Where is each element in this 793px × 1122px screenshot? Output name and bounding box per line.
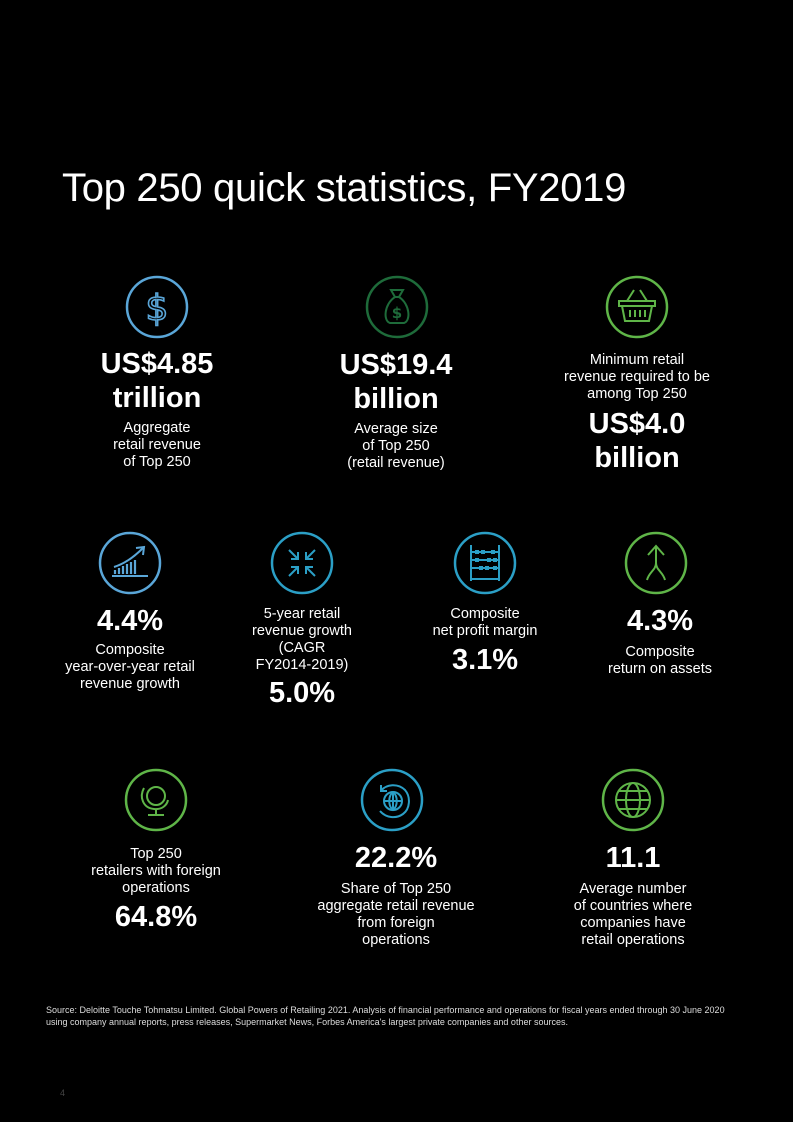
stat-label: Composite year-over-year retail revenue gr… [65, 642, 195, 692]
money-bag-icon: $ [364, 274, 430, 340]
stat-value: 22.2% [354, 842, 438, 874]
stat-aggregate-revenue: US$4.85 trillion Aggregate retail revenue o… [62, 347, 252, 471]
stat-cagr: 5-year retail revenue growth (CAGR FY2014-2… [217, 606, 387, 710]
stat-value: 4.3% [626, 605, 694, 637]
stat-label: 5-year retail revenue growth (CAGR FY2014-2… [252, 606, 352, 673]
shopping-basket-icon [604, 274, 670, 340]
stat-minimum-revenue: Minimum retail revenue required to be amon… [537, 352, 737, 475]
stat-foreign-operations: Top 250 retailers with foreign operations … [70, 846, 242, 934]
svg-text:$: $ [392, 304, 402, 322]
stat-value: 11.1 [605, 842, 661, 874]
stat-net-profit-margin: Composite net profit margin 3.1% [400, 606, 570, 677]
stat-label: Average size of Top 250 (retail revenue) [347, 421, 445, 471]
stat-label: Average number of countries where companie… [573, 881, 693, 948]
stat-label: Share of Top 250 aggregate retail revenue… [317, 881, 475, 948]
globe-rotate-icon [359, 767, 425, 833]
abacus-icon [452, 530, 518, 596]
stat-value: 5.0% [268, 677, 336, 709]
page-number: 4 [60, 1088, 66, 1098]
globe-icon [600, 767, 666, 833]
stat-value: US$4.85 trillion [100, 348, 214, 414]
stat-label: Aggregate retail revenue of Top 250 [113, 420, 201, 470]
globe-stand-icon [123, 767, 189, 833]
stat-label: Composite return on assets [608, 644, 712, 677]
stat-return-on-assets: 4.3% Composite return on assets [575, 604, 745, 678]
svg-text:$: $ [146, 288, 169, 329]
dollar-icon: $ [124, 274, 190, 340]
stat-yoy-growth: 4.4% Composite year-over-year retail reven… [45, 604, 215, 693]
stat-average-countries: 11.1 Average number of countries where com… [548, 841, 718, 949]
stat-value: US$4.0 billion [588, 408, 686, 474]
stat-value: 3.1% [451, 644, 519, 676]
page-title: Top 250 quick statistics, FY2019 [62, 166, 627, 210]
stat-label: Composite net profit margin [432, 606, 538, 639]
compress-arrows-icon [269, 530, 335, 596]
merge-arrow-icon [623, 530, 689, 596]
growth-chart-icon [97, 530, 163, 596]
stat-label: Minimum retail revenue required to be amon… [564, 352, 710, 402]
stat-average-size: US$19.4 billion Average size of Top 250 (re… [301, 348, 491, 472]
stat-foreign-share: 22.2% Share of Top 250 aggregate retail r… [296, 841, 496, 949]
stat-label: Top 250 retailers with foreign operations [91, 846, 221, 896]
source-note: Source: Deloitte Touche Tohmatsu Limited… [46, 1005, 725, 1027]
stat-value: 4.4% [96, 605, 164, 637]
stat-value: 64.8% [114, 901, 198, 933]
stat-value: US$19.4 billion [339, 349, 453, 415]
